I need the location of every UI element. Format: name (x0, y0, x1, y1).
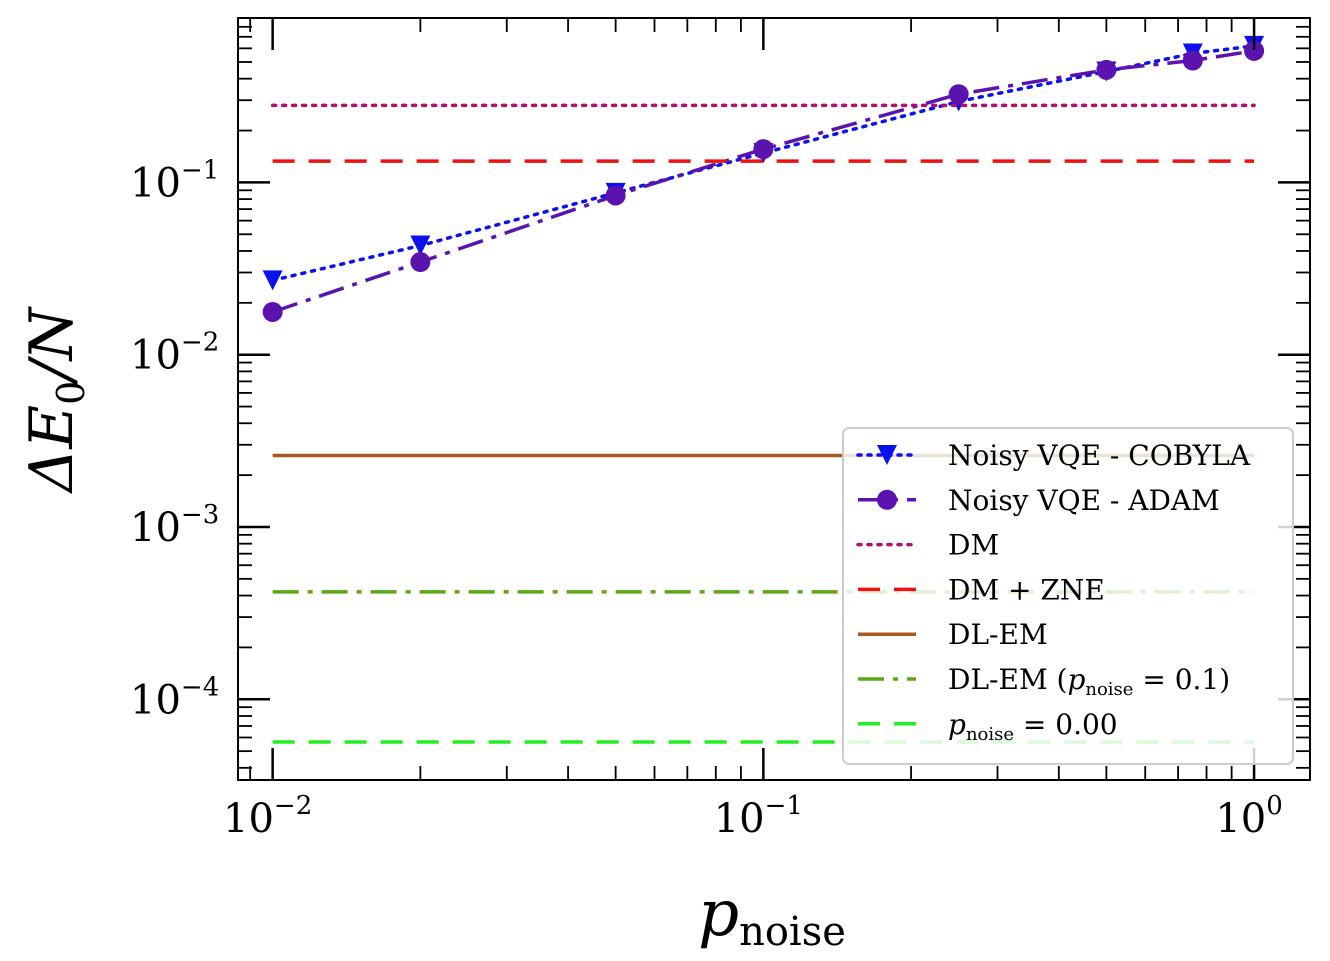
legend-marker (877, 489, 897, 510)
data-point (262, 270, 283, 291)
x-tick-label: 100 (1215, 791, 1282, 842)
legend-marker (877, 445, 897, 465)
axes-frame (237, 17, 1311, 781)
legend: Noisy VQE - COBYLA Noisy VQE - ADAM DM DM +… (842, 427, 1294, 765)
data-point (410, 252, 431, 273)
x-tick-label: 10−2 (223, 791, 312, 842)
data-point (262, 301, 283, 322)
legend-label: DM (948, 529, 999, 562)
data-point (948, 84, 969, 105)
axes: 10−2 10−1 100 10−1 10−2 10−3 10−4 pnoise ΔE0/N (17, 17, 1311, 955)
y-axis-label: ΔE0/N (17, 305, 93, 494)
x-tick-label: 10−1 (714, 791, 803, 842)
legend-entry: DM + ZNE (858, 573, 1105, 606)
data-point (1244, 40, 1265, 61)
legend-entry: DM (856, 529, 999, 562)
y-tick-label: 10−4 (130, 672, 219, 723)
legend-label: DL-EM (948, 618, 1048, 651)
series-line (270, 44, 1256, 283)
data-point (605, 185, 626, 206)
legend-entry: Noisy VQE - ADAM (858, 484, 1220, 517)
legend-label: Noisy VQE - COBYLA (948, 439, 1251, 472)
legend-box (842, 427, 1294, 765)
x-axis-label: pnoise (698, 877, 846, 955)
series-line (272, 49, 1255, 314)
legend-label: DL-EM (pnoise = 0.1) (948, 663, 1230, 700)
legend-entry: DL-EM (pnoise = 0.1) (858, 663, 1230, 700)
legend-label: DM + ZNE (948, 573, 1105, 606)
plot-area (262, 35, 1265, 744)
data-point (1096, 59, 1117, 80)
y-tick-label: 10−1 (130, 155, 219, 206)
y-tick-label: 10−2 (130, 328, 219, 379)
data-point (753, 139, 774, 160)
legend-label: Noisy VQE - ADAM (948, 484, 1220, 517)
legend-label: pnoise = 0.00 (948, 708, 1118, 745)
data-point (410, 235, 431, 256)
data-point (1182, 50, 1203, 71)
y-tick-label: 10−3 (130, 500, 219, 551)
legend-entry: DL-EM (858, 618, 1048, 651)
series-1 (262, 40, 1265, 322)
legend-entry: pnoise = 0.00 (858, 708, 1118, 745)
legend-entry: Noisy VQE - COBYLA (856, 439, 1251, 472)
